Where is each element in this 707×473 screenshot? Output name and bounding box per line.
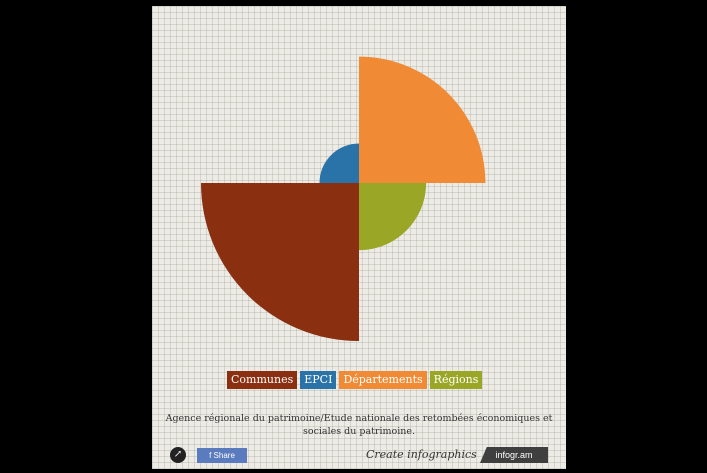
legend-regions: Régions	[429, 371, 483, 389]
legend-departements: Départements	[339, 371, 427, 389]
legend-communes: Communes	[227, 371, 298, 389]
legend-epci: EPCI	[300, 371, 337, 389]
polar-area-chart	[201, 56, 486, 341]
wedge-departements	[359, 56, 486, 183]
source-note: Agence régionale du patrimoine/Etude nat…	[165, 413, 553, 437]
wedge-communes	[201, 183, 359, 341]
footer-bar: ↗ f Share Create infographics infogr.am	[152, 444, 566, 466]
infographic-card: Communes EPCI Départements Régions Agenc…	[152, 6, 566, 469]
share-icon[interactable]: ↗	[170, 447, 186, 463]
infogram-logo[interactable]: infogr.am	[480, 447, 548, 463]
chart-legend: Communes EPCI Départements Régions	[227, 371, 483, 389]
wedge-epci	[319, 143, 359, 183]
facebook-share-button[interactable]: f Share	[197, 448, 247, 463]
wedge-regions	[359, 183, 427, 251]
create-infographics-link[interactable]: Create infographics	[366, 448, 477, 461]
